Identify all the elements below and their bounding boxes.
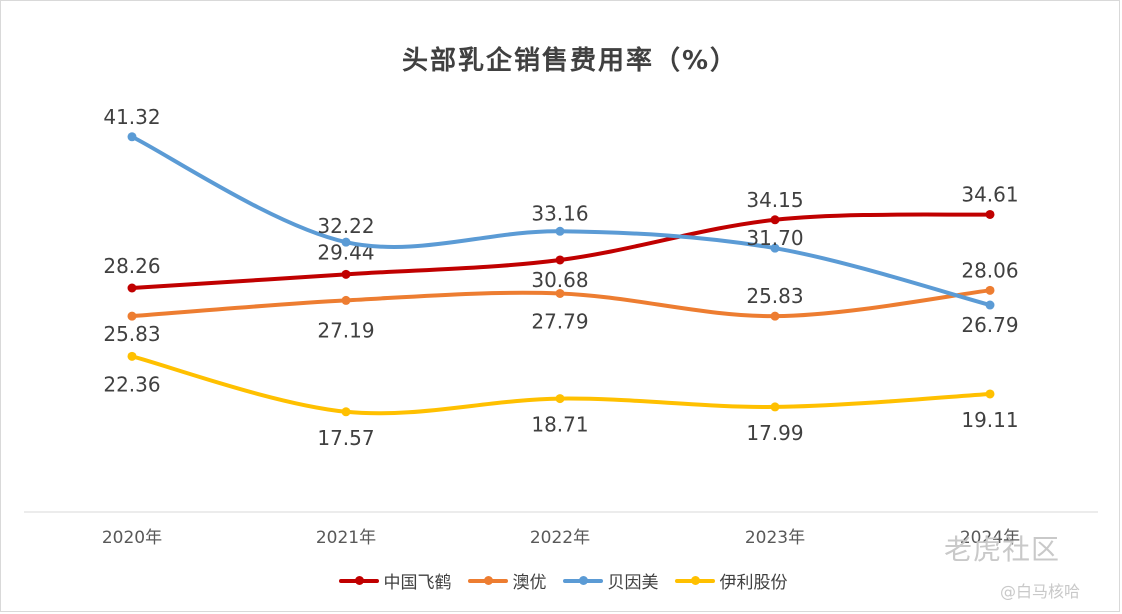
- data-label: 17.99: [746, 421, 803, 445]
- data-label: 25.83: [103, 322, 160, 346]
- data-point: [985, 300, 995, 310]
- data-label: 34.61: [961, 182, 1018, 206]
- data-point: [770, 243, 780, 253]
- data-point: [127, 132, 137, 142]
- legend-label: 澳优: [512, 573, 547, 593]
- data-point: [555, 394, 565, 404]
- data-label: 19.11: [961, 408, 1018, 432]
- data-label: 27.79: [531, 309, 588, 333]
- legend-swatch: [562, 575, 603, 585]
- data-point: [127, 351, 137, 361]
- data-label: 26.79: [961, 313, 1018, 337]
- data-label: 17.57: [317, 426, 374, 450]
- data-point: [341, 269, 351, 279]
- data-label: 34.15: [746, 188, 803, 212]
- data-point: [341, 407, 351, 417]
- data-point: [555, 288, 565, 298]
- x-tick-label: 2021年: [316, 528, 376, 548]
- x-tick-label: 2024年: [960, 528, 1020, 548]
- data-point: [770, 402, 780, 412]
- data-label: 28.26: [103, 254, 160, 278]
- legend-swatch: [338, 575, 379, 585]
- x-tick-label: 2023年: [745, 528, 805, 548]
- data-label: 22.36: [103, 372, 160, 396]
- legend-label: 贝因美: [607, 573, 659, 593]
- legend-item: 伊利股份: [674, 568, 788, 593]
- chart-legend: 中国飞鹤 澳优 贝因美 伊利股份: [0, 568, 1122, 593]
- data-point: [555, 226, 565, 236]
- legend-label: 伊利股份: [719, 573, 788, 593]
- data-label: 32.22: [317, 214, 374, 238]
- data-point: [770, 215, 780, 225]
- watermark-logo-text: 老虎社区: [944, 533, 1061, 566]
- data-point: [341, 237, 351, 247]
- data-label: 18.71: [531, 413, 588, 437]
- data-label: 27.19: [317, 318, 374, 342]
- data-point: [770, 311, 780, 321]
- data-label: 28.06: [961, 258, 1018, 282]
- legend-swatch: [467, 575, 508, 585]
- data-label: 33.16: [531, 201, 588, 225]
- series-line-3: [130, 354, 992, 416]
- legend-swatch: [674, 575, 715, 585]
- data-label: 30.68: [531, 268, 588, 292]
- data-point: [127, 311, 137, 321]
- legend-item: 贝因美: [562, 568, 659, 593]
- data-point: [555, 255, 565, 265]
- data-point: [985, 285, 995, 295]
- data-point: [985, 389, 995, 399]
- data-label: 25.83: [746, 284, 803, 308]
- data-label: 41.32: [103, 105, 160, 129]
- legend-item: 澳优: [467, 568, 547, 593]
- legend-label: 中国飞鹤: [383, 573, 452, 593]
- legend-item: 中国飞鹤: [338, 568, 452, 593]
- data-point: [985, 209, 995, 219]
- data-label: 31.70: [746, 226, 803, 250]
- watermark-author: @白马核哈: [1000, 582, 1081, 601]
- data-point: [341, 295, 351, 305]
- chart-title: 头部乳企销售费用率（%）: [401, 46, 739, 76]
- x-tick-label: 2022年: [530, 528, 590, 548]
- x-tick-label: 2020年: [102, 528, 162, 548]
- data-point: [127, 283, 137, 293]
